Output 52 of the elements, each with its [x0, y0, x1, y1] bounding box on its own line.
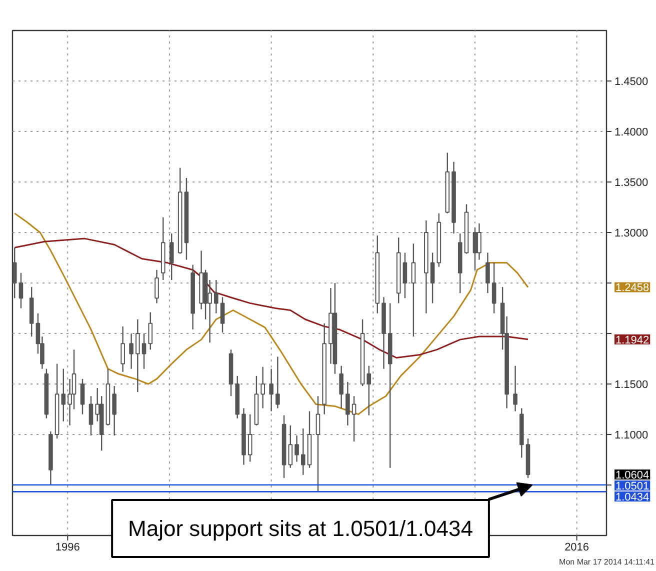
candlestick [366, 365, 372, 416]
y-tick-label: 1.4500 [614, 76, 648, 88]
candlestick [316, 396, 320, 492]
candlestick [486, 252, 490, 294]
line-series [14, 212, 529, 416]
candlestick [220, 296, 225, 334]
candlestick [477, 222, 482, 260]
y-tick-label: 1.4000 [614, 126, 648, 138]
candlestick [300, 428, 306, 476]
y-tick-label: 1.3000 [614, 228, 648, 240]
candlestick [142, 332, 146, 370]
y-tick-label: 1.1500 [614, 379, 648, 391]
candlestick [411, 243, 416, 338]
candlestick [260, 366, 265, 409]
candlestick [339, 365, 344, 409]
candlestick [12, 247, 17, 299]
ref-line-label: 1.0434 [616, 491, 650, 504]
candlestick [129, 332, 134, 370]
y-tick-label: 1.1000 [614, 430, 648, 442]
ref-line-label: 1.0501 [616, 480, 650, 492]
candlestick [18, 272, 24, 309]
candlestick [472, 226, 478, 270]
y-tick-label: 1.0604 [616, 469, 650, 482]
candlestick [402, 252, 408, 299]
candlestick [61, 368, 66, 422]
candlestick [169, 232, 174, 281]
candlestick [120, 326, 125, 372]
candlestick [430, 252, 435, 304]
candlestick [88, 396, 94, 436]
candlestick [492, 262, 496, 314]
y-tick-label: 1.3500 [614, 177, 648, 189]
candlestick [294, 434, 299, 462]
candlestick [276, 356, 280, 409]
candlestick [154, 269, 159, 304]
x-tick-label: 2016 [564, 542, 590, 554]
candlestick [80, 378, 85, 415]
candlestick [352, 396, 356, 442]
candlestick [269, 368, 274, 412]
x-tick-label: 1996 [55, 542, 80, 554]
candlestick [513, 365, 518, 412]
candlestick [214, 279, 218, 314]
candlestick [112, 385, 116, 436]
y-tick-label: 1.1942 [616, 334, 650, 346]
text: Mon Mar 17 2014 14:11:41 [559, 558, 656, 566]
line-series [14, 238, 529, 358]
candlestick [288, 424, 293, 468]
candlestick [346, 381, 350, 426]
candlestick [148, 312, 153, 350]
candlestick [136, 318, 140, 393]
candlestick [248, 414, 252, 462]
y-tick-label: 1.2458 [616, 282, 650, 294]
annotation: Major support sits at 1.0501/1.0434 [128, 516, 473, 541]
